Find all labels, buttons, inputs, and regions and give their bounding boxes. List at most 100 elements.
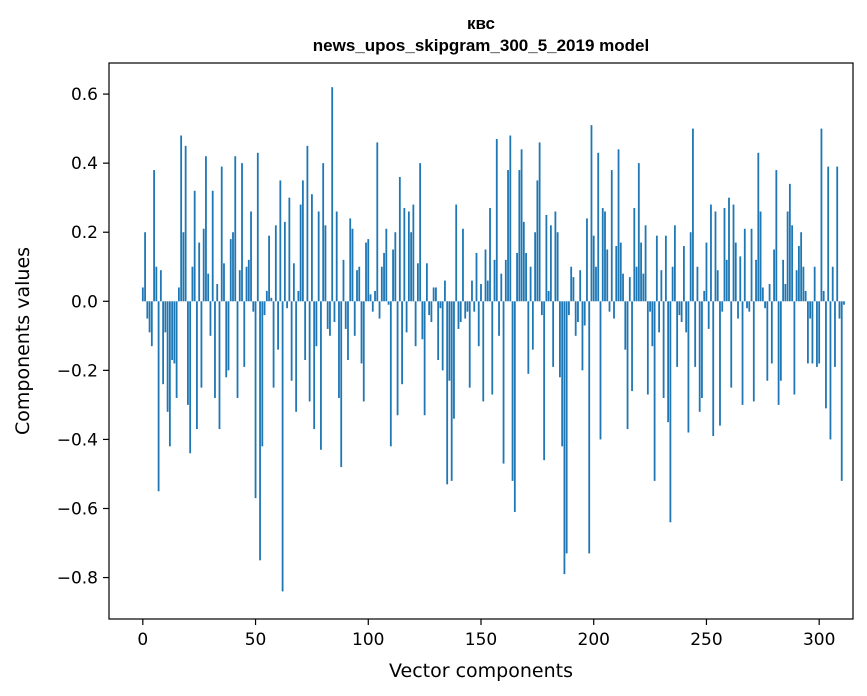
bar-152 xyxy=(484,249,487,302)
bar-111 xyxy=(392,249,394,302)
bar-249 xyxy=(703,290,706,302)
bar-49 xyxy=(252,301,255,312)
bar-158 xyxy=(498,301,500,336)
bar-142 xyxy=(462,228,464,302)
bar-163 xyxy=(509,135,512,302)
bar-252 xyxy=(710,204,712,302)
bar-300 xyxy=(818,301,821,364)
bar-247 xyxy=(698,301,701,412)
bar-129 xyxy=(432,287,435,302)
bar-75 xyxy=(311,194,313,302)
bar-115 xyxy=(401,301,403,385)
bar-2 xyxy=(146,301,149,319)
bar-216 xyxy=(628,277,631,302)
bar-39 xyxy=(229,239,232,302)
bar-205 xyxy=(604,211,606,302)
bar-171 xyxy=(527,301,530,374)
bar-41 xyxy=(234,156,237,302)
bar-137 xyxy=(450,301,453,481)
bar-284 xyxy=(782,259,785,302)
bar-50 xyxy=(254,301,257,499)
bar-116 xyxy=(403,208,406,302)
bar-182 xyxy=(552,301,555,367)
bar-181 xyxy=(549,225,552,302)
bar-68 xyxy=(295,301,298,412)
bar-223 xyxy=(644,225,647,302)
bar-17 xyxy=(180,135,183,302)
y-tick-label: −0.4 xyxy=(57,430,98,450)
y-tick-label: 0.2 xyxy=(71,223,98,243)
bar-172 xyxy=(529,266,532,302)
bar-60 xyxy=(277,301,279,350)
bar-52 xyxy=(259,301,261,561)
bar-48 xyxy=(250,211,252,302)
bar-110 xyxy=(389,301,392,447)
bar-112 xyxy=(394,232,397,302)
bar-292 xyxy=(800,232,803,302)
bar-155 xyxy=(491,301,494,395)
bar-66 xyxy=(290,301,293,381)
bar-306 xyxy=(831,266,834,302)
bar-245 xyxy=(694,301,697,367)
bar-89 xyxy=(342,259,345,302)
bar-268 xyxy=(746,301,748,309)
bar-149 xyxy=(477,301,480,347)
bar-255 xyxy=(716,270,719,302)
bar-77 xyxy=(315,301,318,347)
bar-270 xyxy=(750,228,753,302)
bar-141 xyxy=(459,301,462,323)
bar-285 xyxy=(784,284,787,302)
bar-121 xyxy=(414,301,417,347)
bar-94 xyxy=(353,301,356,336)
bar-30 xyxy=(209,301,212,336)
bar-46 xyxy=(245,266,248,302)
y-tick-label: 0.4 xyxy=(71,154,98,174)
bar-32 xyxy=(214,301,216,398)
plot-frame xyxy=(108,62,854,620)
bar-208 xyxy=(610,170,613,302)
bar-210 xyxy=(615,246,618,302)
bar-series xyxy=(141,87,845,592)
bar-272 xyxy=(755,259,757,302)
bar-204 xyxy=(601,208,604,302)
bar-175 xyxy=(536,180,539,302)
bar-303 xyxy=(825,301,827,409)
x-tick-label: 200 xyxy=(578,630,610,650)
bar-286 xyxy=(786,211,789,302)
bar-308 xyxy=(836,166,839,302)
bar-264 xyxy=(737,301,739,319)
bar-184 xyxy=(556,232,559,302)
bar-126 xyxy=(425,263,428,302)
bar-195 xyxy=(581,301,584,371)
bar-13 xyxy=(171,301,174,360)
bar-166 xyxy=(516,252,518,302)
bar-174 xyxy=(534,232,537,302)
bar-5 xyxy=(153,170,155,302)
bar-35 xyxy=(220,166,223,302)
bar-146 xyxy=(471,280,473,302)
bar-274 xyxy=(759,211,762,302)
bar-201 xyxy=(595,266,597,302)
bar-295 xyxy=(807,301,809,364)
bar-81 xyxy=(324,225,327,302)
bar-206 xyxy=(606,249,609,302)
bar-238 xyxy=(678,301,681,316)
bar-101 xyxy=(369,294,372,302)
bar-235 xyxy=(671,266,674,302)
bar-297 xyxy=(811,301,814,364)
bar-69 xyxy=(297,290,300,302)
bar-145 xyxy=(468,301,471,388)
bar-26 xyxy=(200,301,203,388)
bar-113 xyxy=(396,301,399,416)
bar-299 xyxy=(816,301,818,367)
y-tick-label: −0.6 xyxy=(57,499,98,519)
bar-40 xyxy=(232,232,234,302)
bar-220 xyxy=(637,163,640,302)
bar-59 xyxy=(274,225,277,302)
bar-23 xyxy=(193,190,196,302)
x-tick-label: 250 xyxy=(690,630,722,650)
bar-234 xyxy=(669,301,672,523)
bar-58 xyxy=(272,301,275,388)
bar-4 xyxy=(150,301,153,347)
bar-225 xyxy=(649,301,651,312)
